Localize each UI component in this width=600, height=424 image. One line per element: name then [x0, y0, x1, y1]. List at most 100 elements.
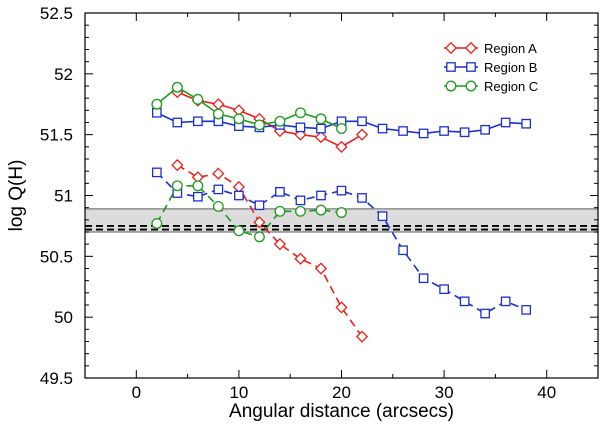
data-point	[192, 93, 204, 105]
series-4-dashed	[171, 158, 369, 343]
reference-lines-layer	[85, 225, 598, 231]
data-point	[439, 126, 449, 136]
data-point	[233, 113, 245, 125]
data-point	[193, 116, 203, 127]
data-point	[151, 218, 163, 229]
data-point	[357, 116, 367, 127]
data-point	[151, 98, 163, 110]
legend: Region A Region B Region C	[444, 41, 538, 94]
data-point	[232, 180, 246, 194]
data-point	[377, 123, 388, 134]
legend-entry-2: Region B	[444, 60, 537, 75]
data-point	[295, 205, 306, 217]
x-tick-label: 10	[229, 383, 248, 402]
series-3-solid	[151, 81, 347, 135]
data-point	[212, 108, 224, 120]
data-point	[355, 330, 369, 343]
legend-label: Region B	[484, 60, 537, 75]
data-point	[335, 301, 348, 314]
legend-marker	[445, 80, 457, 92]
data-point	[316, 190, 326, 201]
data-point	[377, 211, 388, 222]
data-point	[439, 284, 449, 295]
data-point	[336, 207, 347, 218]
data-point	[336, 185, 347, 196]
data-point	[459, 127, 470, 138]
legend-marker	[444, 41, 458, 55]
x-tick-label: 40	[537, 383, 556, 402]
data-point	[193, 191, 203, 202]
data-point	[213, 184, 224, 195]
data-point	[253, 216, 266, 229]
data-point	[172, 117, 183, 128]
data-point	[274, 115, 286, 127]
data-point	[521, 118, 532, 129]
data-point	[171, 158, 184, 172]
data-point	[500, 296, 511, 307]
y-tick-label: 51	[54, 187, 73, 206]
data-point	[253, 119, 265, 131]
data-point	[480, 308, 490, 319]
series-5-dashed	[151, 167, 532, 319]
data-point	[315, 204, 327, 216]
data-point	[315, 113, 327, 125]
data-point	[459, 296, 470, 307]
data-point	[500, 117, 511, 128]
data-point	[151, 167, 162, 178]
data-point	[418, 128, 429, 139]
data-point	[335, 140, 348, 153]
y-tick-label: 50.5	[40, 247, 73, 266]
shaded-band	[85, 208, 598, 232]
data-point	[316, 123, 326, 134]
series-6-dashed	[151, 180, 347, 243]
series-line	[156, 86, 342, 130]
data-point	[398, 126, 408, 136]
legend-label: Region C	[484, 79, 538, 94]
data-point	[521, 305, 532, 315]
data-point	[192, 180, 204, 192]
data-point	[274, 205, 286, 217]
series-line	[177, 91, 363, 148]
y-tick-label: 52	[54, 65, 73, 84]
data-point	[357, 193, 367, 203]
data-point	[273, 238, 287, 251]
data-point	[253, 231, 265, 243]
series-layer	[151, 81, 532, 343]
y-tick-label: 49.5	[40, 369, 73, 388]
data-point	[212, 200, 224, 212]
series-line	[156, 184, 342, 238]
x-tick-label: 0	[132, 383, 141, 402]
data-point	[233, 225, 245, 237]
data-point	[480, 124, 490, 135]
data-point	[234, 190, 244, 201]
data-point	[418, 273, 429, 284]
legend-label: Region A	[484, 41, 537, 56]
y-tick-label: 52.5	[40, 4, 73, 23]
data-point	[295, 195, 306, 206]
data-point	[275, 186, 285, 197]
data-point	[212, 167, 225, 180]
legend-entry-3: Region C	[444, 79, 538, 94]
legend-marker	[465, 80, 477, 92]
data-point	[314, 262, 328, 275]
data-point	[355, 128, 369, 141]
legend-marker	[446, 62, 456, 72]
legend-marker	[464, 41, 478, 55]
data-point	[336, 123, 347, 135]
x-axis-title: Angular distance (arcsecs)	[229, 401, 454, 422]
data-point	[398, 245, 408, 256]
y-axis-title: log Q(H)	[6, 160, 27, 232]
legend-marker	[466, 62, 476, 72]
data-point	[171, 81, 183, 93]
data-point	[254, 200, 265, 211]
data-point	[294, 252, 307, 265]
data-point	[212, 98, 225, 111]
x-tick-label: 30	[435, 383, 454, 402]
y-tick-label: 50	[54, 308, 73, 327]
ticks-layer: 0 10 20 30 40 49.5 50 50.5 51 51.5 52 52.5	[40, 4, 599, 402]
data-point	[295, 107, 306, 119]
data-point	[171, 180, 183, 192]
data-point	[314, 130, 328, 144]
data-point	[151, 107, 162, 118]
